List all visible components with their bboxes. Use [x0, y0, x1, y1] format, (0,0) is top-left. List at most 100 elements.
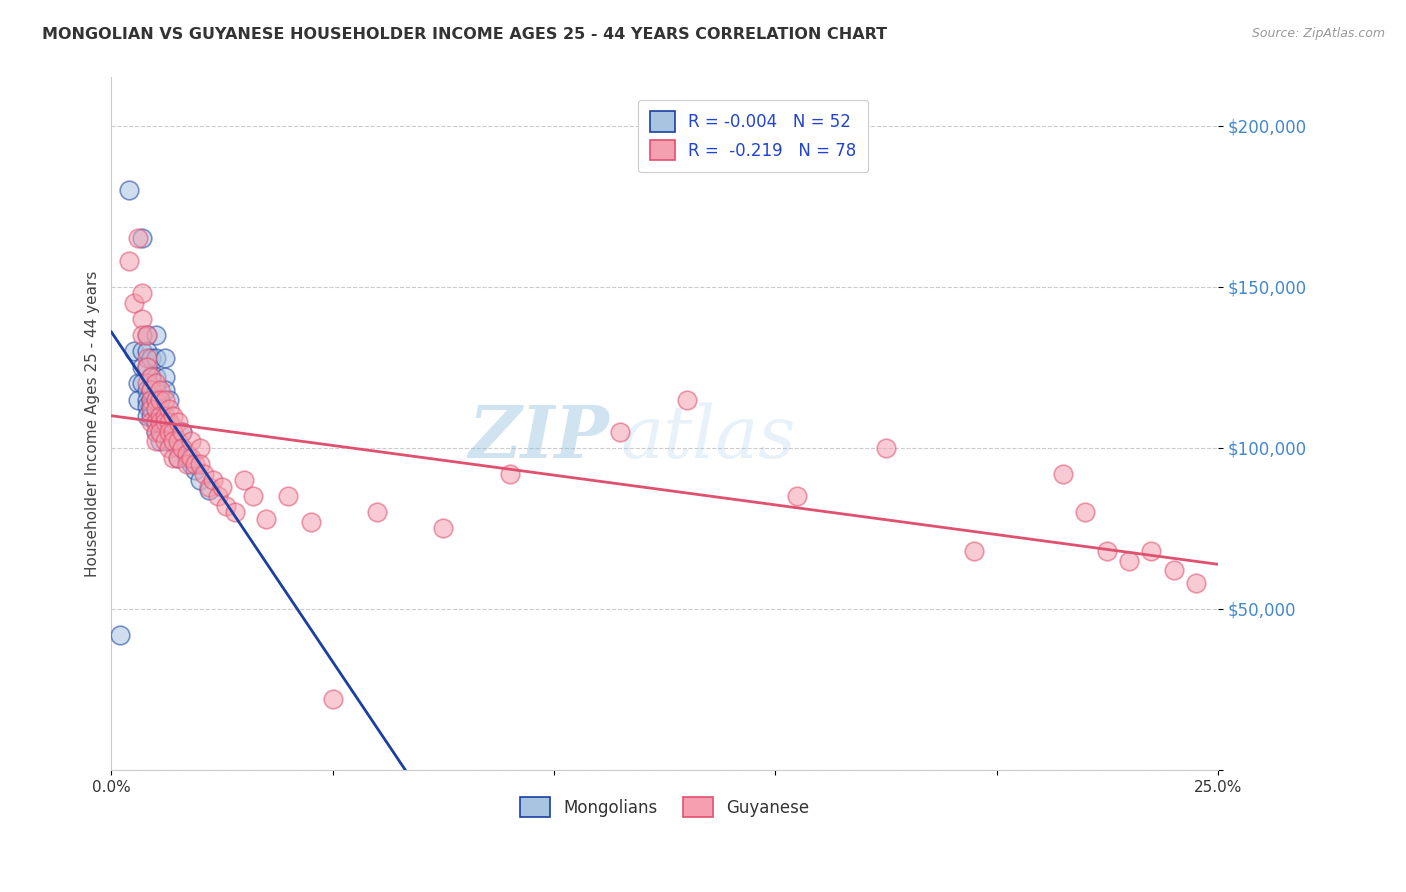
- Point: [197, 479, 219, 493]
- Point: [188, 457, 211, 471]
- Point: [675, 392, 697, 407]
- Legend: Mongolians, Guyanese: Mongolians, Guyanese: [513, 790, 815, 824]
- Point: [172, 425, 194, 439]
- Point: [157, 425, 180, 439]
- Point: [1095, 544, 1118, 558]
- Point: [176, 447, 198, 461]
- Point: [153, 434, 176, 449]
- Point: [141, 383, 163, 397]
- Point: [122, 344, 145, 359]
- Point: [135, 383, 157, 397]
- Point: [166, 450, 188, 465]
- Point: [145, 425, 167, 439]
- Point: [172, 441, 194, 455]
- Point: [242, 489, 264, 503]
- Point: [145, 402, 167, 417]
- Point: [145, 392, 167, 407]
- Point: [149, 392, 172, 407]
- Point: [145, 415, 167, 429]
- Point: [135, 392, 157, 407]
- Point: [184, 457, 207, 471]
- Point: [188, 441, 211, 455]
- Point: [963, 544, 986, 558]
- Point: [149, 409, 172, 423]
- Point: [122, 296, 145, 310]
- Point: [153, 370, 176, 384]
- Point: [127, 376, 149, 391]
- Point: [145, 351, 167, 365]
- Point: [131, 344, 153, 359]
- Point: [149, 434, 172, 449]
- Point: [141, 392, 163, 407]
- Text: MONGOLIAN VS GUYANESE HOUSEHOLDER INCOME AGES 25 - 44 YEARS CORRELATION CHART: MONGOLIAN VS GUYANESE HOUSEHOLDER INCOME…: [42, 27, 887, 42]
- Point: [153, 415, 176, 429]
- Point: [141, 402, 163, 417]
- Point: [135, 328, 157, 343]
- Point: [299, 515, 322, 529]
- Point: [149, 392, 172, 407]
- Point: [118, 254, 141, 268]
- Point: [135, 328, 157, 343]
- Point: [162, 425, 184, 439]
- Point: [135, 376, 157, 391]
- Point: [180, 457, 202, 471]
- Point: [141, 415, 163, 429]
- Point: [233, 473, 256, 487]
- Point: [153, 351, 176, 365]
- Point: [1163, 563, 1185, 577]
- Point: [131, 360, 153, 375]
- Point: [193, 467, 215, 481]
- Text: ZIP: ZIP: [468, 402, 609, 473]
- Point: [162, 434, 184, 449]
- Point: [277, 489, 299, 503]
- Point: [162, 425, 184, 439]
- Point: [157, 434, 180, 449]
- Text: Source: ZipAtlas.com: Source: ZipAtlas.com: [1251, 27, 1385, 40]
- Text: atlas: atlas: [620, 402, 796, 473]
- Point: [176, 457, 198, 471]
- Point: [145, 328, 167, 343]
- Point: [184, 463, 207, 477]
- Point: [141, 409, 163, 423]
- Point: [110, 628, 132, 642]
- Point: [141, 399, 163, 413]
- Y-axis label: Householder Income Ages 25 - 44 years: Householder Income Ages 25 - 44 years: [86, 270, 100, 577]
- Point: [157, 415, 180, 429]
- Point: [157, 392, 180, 407]
- Point: [135, 360, 157, 375]
- Point: [786, 489, 808, 503]
- Point: [162, 450, 184, 465]
- Point: [166, 415, 188, 429]
- Point: [1184, 576, 1206, 591]
- Point: [1074, 505, 1097, 519]
- Point: [157, 441, 180, 455]
- Point: [145, 425, 167, 439]
- Point: [149, 383, 172, 397]
- Point: [127, 392, 149, 407]
- Point: [180, 434, 202, 449]
- Point: [153, 415, 176, 429]
- Point: [224, 505, 246, 519]
- Point: [131, 376, 153, 391]
- Point: [1140, 544, 1163, 558]
- Point: [145, 376, 167, 391]
- Point: [149, 415, 172, 429]
- Point: [366, 505, 388, 519]
- Point: [215, 499, 238, 513]
- Point: [207, 489, 229, 503]
- Point: [145, 383, 167, 397]
- Point: [149, 425, 172, 439]
- Point: [157, 402, 180, 417]
- Point: [118, 183, 141, 197]
- Point: [875, 441, 897, 455]
- Point: [432, 521, 454, 535]
- Point: [499, 467, 522, 481]
- Point: [131, 312, 153, 326]
- Point: [609, 425, 631, 439]
- Point: [135, 399, 157, 413]
- Point: [166, 434, 188, 449]
- Point: [188, 473, 211, 487]
- Point: [176, 450, 198, 465]
- Point: [145, 370, 167, 384]
- Point: [145, 392, 167, 407]
